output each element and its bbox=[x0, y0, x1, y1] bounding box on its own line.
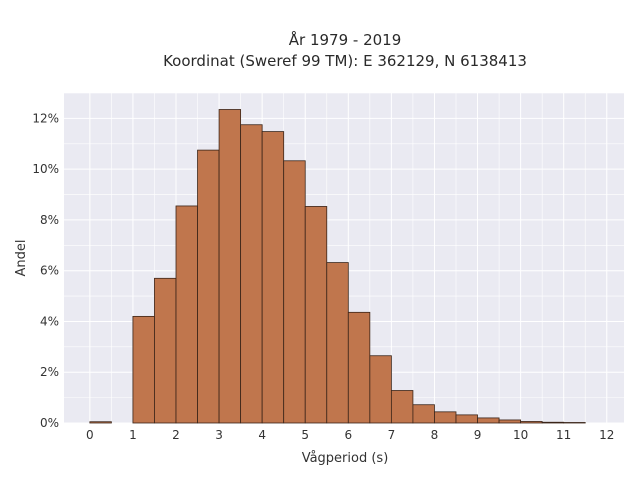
histogram-bar bbox=[347, 311, 371, 424]
x-tick-label: 7 bbox=[388, 428, 396, 442]
histogram-bar bbox=[520, 421, 543, 424]
histogram-bar bbox=[369, 355, 392, 424]
histogram-bar bbox=[541, 421, 565, 424]
histogram-bar bbox=[390, 390, 414, 424]
histogram-bar bbox=[563, 422, 586, 424]
x-tick-label: 5 bbox=[301, 428, 309, 442]
histogram-bar bbox=[154, 277, 177, 424]
x-tick-label: 9 bbox=[474, 428, 482, 442]
y-tick-label: 8% bbox=[40, 213, 59, 227]
histogram-bar bbox=[283, 160, 306, 424]
histogram-bar bbox=[477, 417, 500, 424]
histogram-bar bbox=[197, 149, 220, 424]
histogram-bar bbox=[175, 205, 198, 424]
histogram-bar bbox=[240, 124, 263, 424]
x-tick-label: 1 bbox=[129, 428, 137, 442]
x-tick-label: 3 bbox=[215, 428, 223, 442]
x-tick-label: 4 bbox=[258, 428, 266, 442]
histogram-bar bbox=[218, 109, 242, 424]
bars bbox=[89, 109, 586, 424]
x-tick-label: 2 bbox=[172, 428, 180, 442]
histogram-bar bbox=[498, 419, 522, 424]
y-axis-label: Andel bbox=[14, 240, 29, 277]
x-axis-label: Vågperiod (s) bbox=[302, 451, 389, 466]
histogram-bar bbox=[434, 411, 457, 424]
x-tick-label: 8 bbox=[431, 428, 439, 442]
x-tick-label: 0 bbox=[86, 428, 94, 442]
y-tick-label: 0% bbox=[40, 416, 59, 430]
x-tick-label: 6 bbox=[344, 428, 352, 442]
histogram-bar bbox=[326, 262, 349, 424]
y-tick-label: 4% bbox=[40, 314, 59, 328]
tick-labels: 0 1 2 3 4 5 6 7 8 9 10 11 120%2%4%6%8%10%12% bbox=[32, 111, 614, 442]
chart-title-line-2: Koordinat (Sweref 99 TM): E 362129, N 61… bbox=[163, 52, 527, 70]
y-tick-label: 12% bbox=[32, 111, 59, 125]
histogram-bar bbox=[455, 414, 478, 424]
y-tick-label: 10% bbox=[32, 162, 59, 176]
histogram-bar bbox=[89, 421, 112, 424]
histogram-bar bbox=[412, 404, 435, 424]
histogram-bar bbox=[132, 315, 155, 424]
y-tick-label: 2% bbox=[40, 365, 59, 379]
histogram-bar bbox=[304, 206, 328, 424]
x-tick-label: 11 bbox=[556, 428, 571, 442]
y-tick-label: 6% bbox=[40, 264, 59, 278]
histogram-bar bbox=[261, 131, 285, 424]
x-tick-label: 12 bbox=[599, 428, 614, 442]
x-tick-label: 10 bbox=[513, 428, 528, 442]
chart-title-line-1: År 1979 - 2019 bbox=[289, 30, 402, 49]
